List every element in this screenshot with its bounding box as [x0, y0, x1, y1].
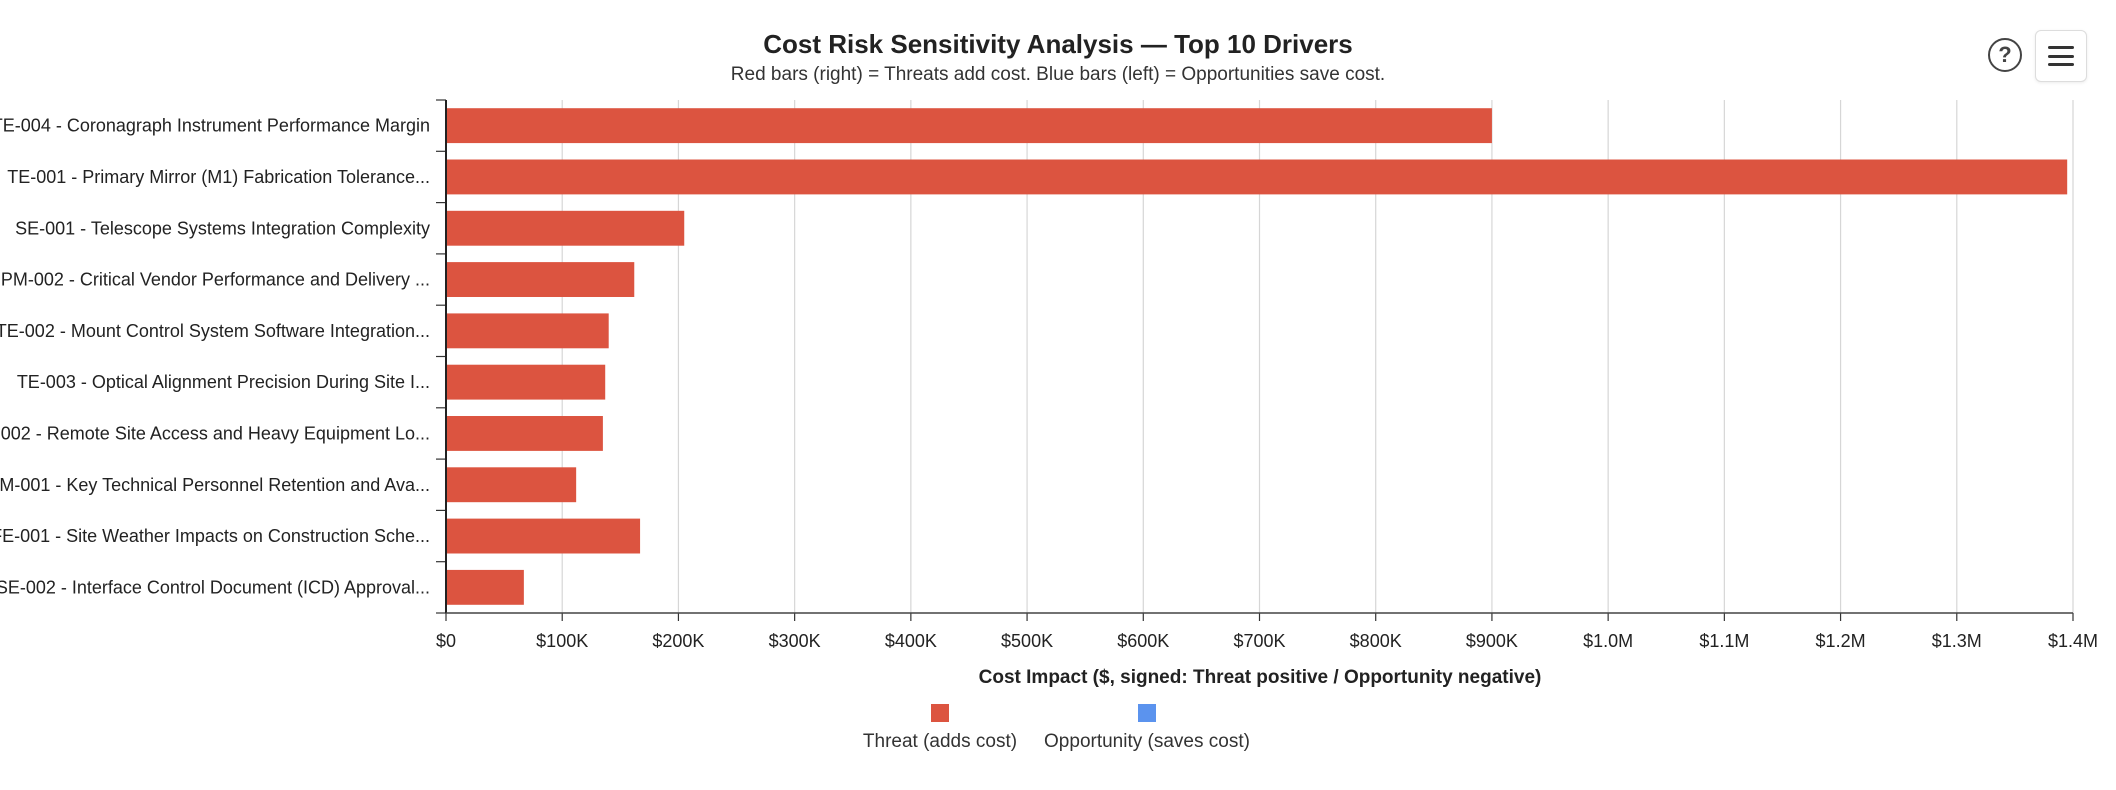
category-label: FE-001 - Site Weather Impacts on Constru…	[0, 526, 430, 546]
legend-swatch	[1138, 704, 1156, 722]
menu-icon	[2048, 46, 2074, 66]
category-label: PM-002 - Critical Vendor Performance and…	[1, 270, 430, 290]
threat-bar[interactable]	[446, 108, 1492, 144]
x-tick-label: $1.3M	[1932, 631, 1982, 651]
x-tick-label: $500K	[1001, 631, 1053, 651]
x-tick-labels: $0 $100K $200K $300K $400K $500K $600K $700K $80…	[436, 631, 2098, 651]
category-label: PM-001 - Key Technical Personnel Retenti…	[0, 475, 430, 495]
x-tick-label: $1.0M	[1583, 631, 1633, 651]
legend-item[interactable]: Opportunity (saves cost)	[1044, 704, 1250, 752]
x-tick-label: $1.1M	[1699, 631, 1749, 651]
threat-bar[interactable]	[446, 416, 603, 451]
threat-bar[interactable]	[446, 518, 641, 554]
threat-bar[interactable]	[446, 210, 685, 246]
x-tick-label: $400K	[885, 631, 937, 651]
bars	[446, 108, 2068, 605]
x-tick-label: $1.4M	[2048, 631, 2098, 651]
x-tick-label: $600K	[1117, 631, 1169, 651]
legend-label: Threat (adds cost)	[863, 731, 1017, 752]
x-tick-label: $800K	[1350, 631, 1402, 651]
category-label: TE-004 - Coronagraph Instrument Performa…	[0, 116, 430, 136]
legend-item[interactable]: Threat (adds cost)	[863, 704, 1017, 752]
x-tick-label: $0	[436, 631, 456, 651]
category-label: FE-002 - Remote Site Access and Heavy Eq…	[0, 423, 430, 443]
chart-title: Cost Risk Sensitivity Analysis — Top 10 …	[763, 29, 1353, 59]
help-button[interactable]: ?	[1985, 35, 2025, 75]
help-icon: ?	[1988, 38, 2022, 72]
axes	[436, 99, 2073, 614]
threat-bar[interactable]	[446, 159, 2068, 195]
x-tick-label: $700K	[1233, 631, 1285, 651]
threat-bar[interactable]	[446, 313, 609, 349]
chart-subtitle: Red bars (right) = Threats add cost. Blu…	[731, 64, 1385, 85]
menu-button[interactable]	[2035, 30, 2087, 82]
threat-bar[interactable]	[446, 467, 577, 503]
x-tick-label: $300K	[769, 631, 821, 651]
x-tick-label: $200K	[652, 631, 704, 651]
x-tick-label: $900K	[1466, 631, 1518, 651]
category-label: TE-003 - Optical Alignment Precision Dur…	[17, 372, 430, 392]
category-label: SE-002 - Interface Control Document (ICD…	[0, 577, 430, 597]
threat-bar[interactable]	[446, 569, 524, 605]
threat-bar[interactable]	[446, 262, 635, 297]
category-label: TE-002 - Mount Control System Software I…	[0, 321, 430, 341]
legend: Threat (adds cost) Opportunity (saves cos…	[863, 704, 1250, 752]
category-labels: TE-004 - Coronagraph Instrument Performa…	[0, 116, 430, 598]
legend-swatch	[931, 704, 949, 722]
category-label: TE-001 - Primary Mirror (M1) Fabrication…	[7, 167, 430, 187]
legend-label: Opportunity (saves cost)	[1044, 731, 1250, 752]
x-axis-title: Cost Impact ($, signed: Threat positive …	[979, 667, 1542, 688]
x-tick-label: $1.2M	[1816, 631, 1866, 651]
x-tick-label: $100K	[536, 631, 588, 651]
category-label: SE-001 - Telescope Systems Integration C…	[15, 218, 430, 238]
threat-bar[interactable]	[446, 364, 606, 400]
